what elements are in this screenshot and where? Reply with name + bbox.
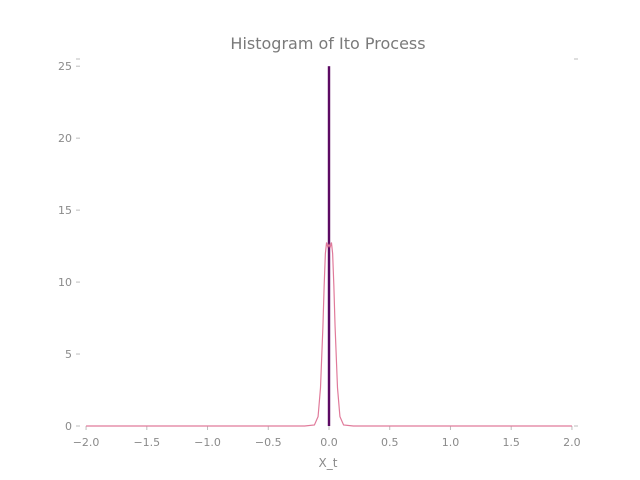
x-tick-label: −0.5 <box>255 436 282 449</box>
y-axis: 0 5 10 15 20 25 <box>58 60 80 433</box>
y-tick-label: 5 <box>65 348 72 361</box>
x-axis: −2.0 −1.5 −1.0 −0.5 0.0 0.5 1.0 1.5 2.0 <box>73 426 581 449</box>
x-tick-label: 2.0 <box>563 436 581 449</box>
x-tick-label: 1.0 <box>442 436 460 449</box>
x-tick-label: −1.5 <box>133 436 160 449</box>
x-tick-label: 0.5 <box>381 436 399 449</box>
density-curve <box>86 242 572 427</box>
y-tick-label: 25 <box>58 60 72 73</box>
x-tick-label: −1.0 <box>194 436 221 449</box>
y-tick-label: 15 <box>58 204 72 217</box>
y-tick-label: 20 <box>58 132 72 145</box>
histogram-bar <box>327 66 331 426</box>
x-tick-label: 0.0 <box>320 436 338 449</box>
x-axis-label: X_t <box>319 456 338 470</box>
plot-area <box>86 66 572 427</box>
y-tick-label: 0 <box>65 420 72 433</box>
x-tick-label: 1.5 <box>502 436 520 449</box>
x-tick-label: −2.0 <box>73 436 100 449</box>
y-tick-label: 10 <box>58 276 72 289</box>
chart-title: Histogram of Ito Process <box>230 34 425 53</box>
